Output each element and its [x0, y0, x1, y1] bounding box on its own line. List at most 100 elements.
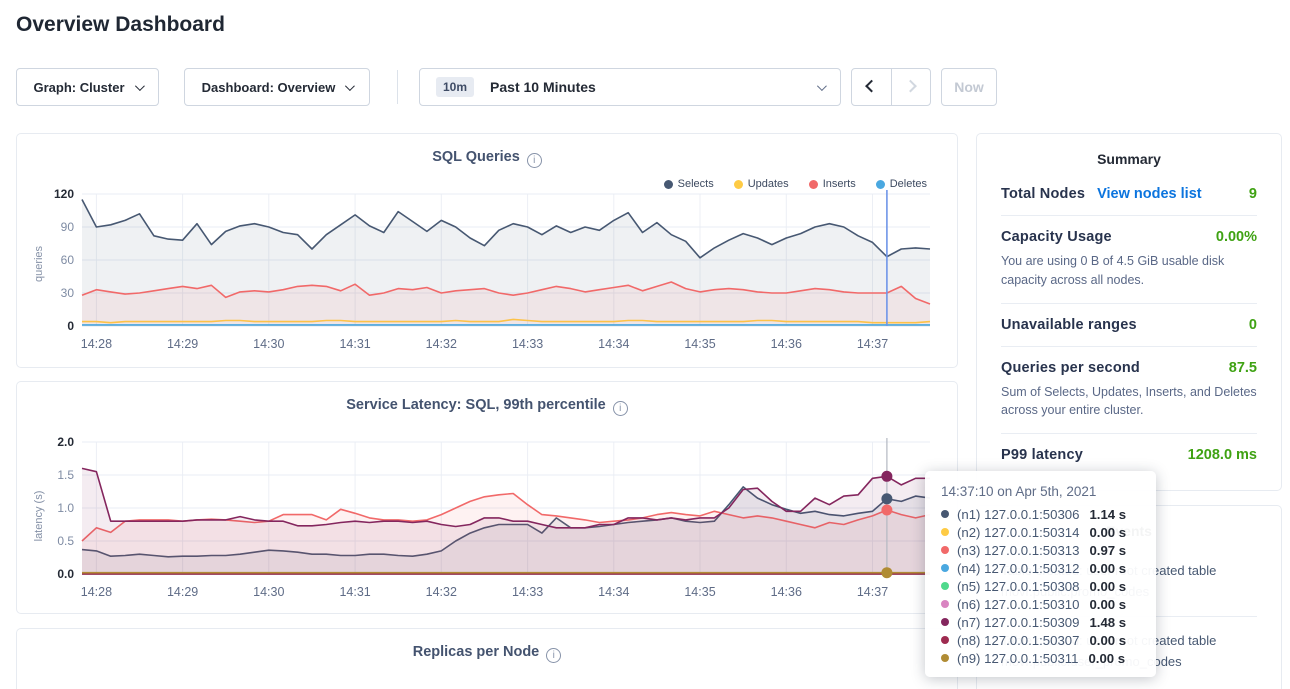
time-range-picker[interactable]: 10m Past 10 Minutes: [419, 68, 841, 106]
tooltip-node-label: (n2) 127.0.0.1:50314: [957, 525, 1079, 540]
svg-text:14:37: 14:37: [857, 585, 888, 599]
svg-text:14:33: 14:33: [512, 585, 543, 599]
series-dot-icon: [941, 636, 949, 644]
series-dot-icon: [941, 582, 949, 590]
summary-row: Capacity Usage 0.00% You are using 0 B o…: [1001, 216, 1257, 304]
tooltip-row: (n5) 127.0.0.1:50308 0.00 s: [941, 577, 1142, 595]
summary-label: Capacity Usage: [1001, 229, 1112, 245]
info-circle-icon[interactable]: [613, 401, 628, 416]
summary-subtext: You are using 0 B of 4.5 GiB usable disk…: [1001, 252, 1257, 290]
info-circle-icon[interactable]: [527, 153, 542, 168]
series-dot-icon: [941, 546, 949, 554]
prev-time-button[interactable]: [852, 69, 892, 105]
svg-text:14:32: 14:32: [426, 337, 457, 351]
summary-label: Queries per second: [1001, 360, 1140, 376]
tooltip-node-value: 1.14 s: [1089, 507, 1126, 522]
chevron-right-icon: [904, 79, 917, 92]
svg-text:14:32: 14:32: [426, 585, 457, 599]
time-step-buttons: [851, 68, 931, 106]
svg-text:14:36: 14:36: [771, 585, 802, 599]
svg-text:1.5: 1.5: [57, 468, 74, 482]
graph-dropdown-label: Graph: Cluster: [33, 80, 124, 95]
summary-label: P99 latency: [1001, 447, 1083, 463]
svg-text:0.0: 0.0: [57, 567, 74, 581]
now-button[interactable]: Now: [941, 68, 997, 106]
graph-dropdown[interactable]: Graph: Cluster: [16, 68, 159, 106]
next-time-button[interactable]: [892, 69, 931, 105]
summary-label: Total Nodes: [1001, 186, 1085, 202]
view-nodes-link[interactable]: View nodes list: [1097, 186, 1202, 202]
series-dot-icon: [941, 654, 949, 662]
svg-text:14:29: 14:29: [167, 585, 198, 599]
dashboard-dropdown[interactable]: Dashboard: Overview: [184, 68, 370, 106]
svg-text:14:34: 14:34: [598, 337, 629, 351]
toolbar-divider: [397, 70, 398, 104]
page-title: Overview Dashboard: [16, 13, 225, 37]
svg-text:90: 90: [61, 220, 75, 234]
tooltip-node-label: (n7) 127.0.0.1:50309: [957, 615, 1079, 630]
svg-text:30: 30: [61, 286, 75, 300]
series-dot-icon: [941, 510, 949, 518]
chart-title: Replicas per Node: [413, 644, 540, 660]
tooltip-row: (n9) 127.0.0.1:50311 0.00 s: [941, 649, 1142, 667]
tooltip-row: (n7) 127.0.0.1:50309 1.48 s: [941, 613, 1142, 631]
tooltip-row: (n2) 127.0.0.1:50314 0.00 s: [941, 523, 1142, 541]
summary-row: Unavailable ranges 0: [1001, 304, 1257, 347]
series-dot-icon: [941, 528, 949, 536]
series-dot-icon: [941, 564, 949, 572]
svg-text:0.5: 0.5: [57, 534, 74, 548]
svg-text:14:29: 14:29: [167, 337, 198, 351]
tooltip-node-label: (n3) 127.0.0.1:50313: [957, 543, 1079, 558]
tooltip-node-value: 0.00 s: [1089, 633, 1126, 648]
svg-text:14:37: 14:37: [857, 337, 888, 351]
chart-hover-tooltip: 14:37:10 on Apr 5th, 2021 (n1) 127.0.0.1…: [925, 471, 1156, 677]
svg-text:2.0: 2.0: [57, 435, 74, 449]
svg-text:14:28: 14:28: [81, 585, 112, 599]
sql-queries-panel: SQL Queries SelectsUpdatesInsertsDeletes…: [16, 133, 958, 368]
svg-text:120: 120: [54, 187, 74, 201]
summary-value: 1208.0 ms: [1188, 447, 1257, 463]
sql-queries-chart[interactable]: 030609012014:2814:2914:3014:3114:3214:33…: [24, 186, 952, 362]
info-circle-icon[interactable]: [546, 648, 561, 663]
summary-value: 87.5: [1229, 360, 1257, 376]
chart-title: SQL Queries: [432, 149, 520, 165]
tooltip-node-value: 0.00 s: [1089, 579, 1126, 594]
chevron-down-icon: [134, 81, 144, 91]
tooltip-timestamp: 14:37:10 on Apr 5th, 2021: [941, 484, 1142, 499]
tooltip-node-value: 0.00 s: [1089, 525, 1126, 540]
tooltip-row: (n4) 127.0.0.1:50312 0.00 s: [941, 559, 1142, 577]
chevron-down-icon: [817, 81, 827, 91]
svg-text:14:30: 14:30: [253, 585, 284, 599]
tooltip-node-label: (n8) 127.0.0.1:50307: [957, 633, 1079, 648]
svg-text:14:36: 14:36: [771, 337, 802, 351]
tooltip-node-label: (n9) 127.0.0.1:50311: [957, 651, 1078, 666]
svg-text:1.0: 1.0: [57, 501, 74, 515]
tooltip-node-label: (n5) 127.0.0.1:50308: [957, 579, 1079, 594]
tooltip-node-value: 0.00 s: [1089, 597, 1126, 612]
summary-row: Total Nodes View nodes list 9: [1001, 173, 1257, 216]
summary-value: 0: [1249, 317, 1257, 333]
series-dot-icon: [941, 618, 949, 626]
tooltip-row: (n3) 127.0.0.1:50313 0.97 s: [941, 541, 1142, 559]
tooltip-rows: (n1) 127.0.0.1:50306 1.14 s (n2) 127.0.0…: [941, 505, 1142, 667]
summary-panel: Summary Total Nodes View nodes list 9 Ca…: [976, 133, 1282, 491]
latency-chart[interactable]: 0.0 0.5 1.0 1.5 2.0 14:28 14:29 14:30 14:31 14:32…: [24, 434, 952, 610]
time-range-label: Past 10 Minutes: [490, 79, 596, 95]
summary-rows: Total Nodes View nodes list 9 Capacity U…: [977, 167, 1281, 476]
svg-text:60: 60: [61, 253, 75, 267]
chevron-left-icon: [865, 79, 878, 92]
time-range-badge: 10m: [436, 77, 474, 97]
tooltip-node-label: (n6) 127.0.0.1:50310: [957, 597, 1079, 612]
tooltip-node-value: 0.00 s: [1088, 651, 1125, 666]
summary-row: Queries per second 87.5 Sum of Selects, …: [1001, 347, 1257, 435]
dashboard-dropdown-label: Dashboard: Overview: [202, 80, 336, 95]
svg-text:14:31: 14:31: [339, 585, 370, 599]
summary-row: P99 latency 1208.0 ms: [1001, 434, 1257, 476]
series-dot-icon: [941, 600, 949, 608]
summary-value: 9: [1249, 186, 1257, 202]
tooltip-node-value: 1.48 s: [1089, 615, 1126, 630]
tooltip-row: (n8) 127.0.0.1:50307 0.00 s: [941, 631, 1142, 649]
tooltip-node-value: 0.97 s: [1089, 543, 1126, 558]
replicas-per-node-panel: Replicas per Node: [16, 628, 958, 689]
svg-text:14:28: 14:28: [81, 337, 112, 351]
